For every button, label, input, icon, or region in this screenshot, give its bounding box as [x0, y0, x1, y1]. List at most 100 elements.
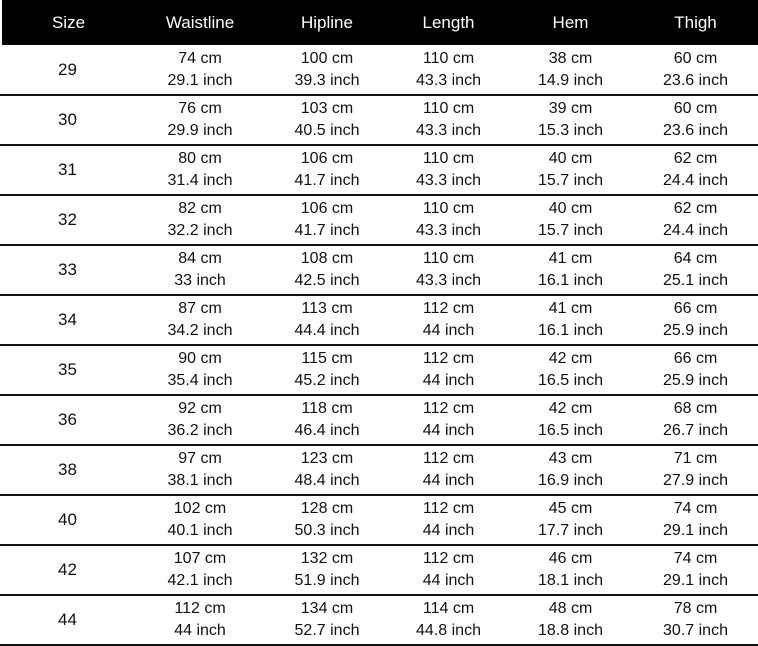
waistline-cell: 92 cm 36.2 inch — [135, 396, 265, 444]
cm-value: 112 cm — [422, 500, 475, 517]
waistline-cell: 80 cm 31.4 inch — [135, 146, 265, 194]
cm-value: 134 cm — [300, 600, 354, 617]
table-row: 38 97 cm 38.1 inch 123 cm 48.4 inch 112 cm 44 … — [0, 446, 758, 496]
cm-value: 60 cm — [673, 100, 718, 117]
thigh-cell: 62 cm 24.4 inch — [633, 146, 758, 194]
cm-value: 128 cm — [300, 500, 354, 517]
size-cell: 31 — [58, 160, 77, 179]
size-cell: 44 — [58, 610, 77, 629]
cm-value: 114 cm — [422, 600, 475, 617]
inch-value: 16.1 inch — [538, 322, 603, 339]
column-header-length: Length — [422, 12, 475, 32]
inch-value: 18.8 inch — [538, 622, 603, 639]
table-header: Size Waistline Hipline Length Hem Thigh — [2, 0, 758, 45]
cm-value: 110 cm — [422, 100, 475, 117]
inch-value: 45.2 inch — [294, 372, 360, 389]
length-cell: 110 cm 43.3 inch — [389, 146, 508, 194]
cm-value: 112 cm — [174, 600, 226, 617]
inch-value: 46.4 inch — [294, 422, 360, 439]
table-row: 30 76 cm 29.9 inch 103 cm 40.5 inch 110 cm 43.… — [0, 96, 758, 146]
hem-cell: 48 cm 18.8 inch — [508, 596, 633, 644]
length-cell: 112 cm 44 inch — [389, 346, 508, 394]
table-row: 34 87 cm 34.2 inch 113 cm 44.4 inch 112 cm 44 … — [0, 296, 758, 346]
inch-value: 25.1 inch — [663, 272, 728, 289]
table-row: 40 102 cm 40.1 inch 128 cm 50.3 inch 112 cm 44… — [0, 496, 758, 546]
inch-value: 16.1 inch — [538, 272, 603, 289]
inch-value: 31.4 inch — [167, 172, 233, 189]
cm-value: 100 cm — [300, 50, 354, 67]
inch-value: 44 inch — [422, 372, 475, 389]
column-header-size: Size — [51, 12, 86, 32]
cm-value: 74 cm — [178, 50, 222, 67]
length-cell: 112 cm 44 inch — [389, 296, 508, 344]
thigh-cell: 78 cm 30.7 inch — [633, 596, 758, 644]
cm-value: 84 cm — [178, 250, 222, 267]
hem-cell: 41 cm 16.1 inch — [508, 296, 633, 344]
length-cell: 110 cm 43.3 inch — [389, 196, 508, 244]
thigh-cell: 71 cm 27.9 inch — [633, 446, 758, 494]
hem-cell: 40 cm 15.7 inch — [508, 146, 633, 194]
hipline-cell: 103 cm 40.5 inch — [265, 96, 389, 144]
inch-value: 24.4 inch — [663, 172, 728, 189]
size-cell: 42 — [58, 560, 77, 579]
cm-value: 41 cm — [548, 300, 593, 317]
cm-value: 92 cm — [178, 400, 222, 417]
column-header-waistline: Waistline — [165, 12, 235, 32]
inch-value: 42.1 inch — [167, 572, 233, 589]
cm-value: 60 cm — [673, 50, 718, 67]
inch-value: 23.6 inch — [663, 72, 728, 89]
cm-value: 112 cm — [422, 450, 475, 467]
table-row: 31 80 cm 31.4 inch 106 cm 41.7 inch 110 cm 43.… — [0, 146, 758, 196]
hipline-cell: 134 cm 52.7 inch — [265, 596, 389, 644]
cm-value: 39 cm — [548, 100, 593, 117]
hipline-cell: 106 cm 41.7 inch — [265, 146, 389, 194]
cm-value: 112 cm — [422, 550, 475, 567]
waistline-cell: 87 cm 34.2 inch — [135, 296, 265, 344]
table-row: 32 82 cm 32.2 inch 106 cm 41.7 inch 110 cm 43.… — [0, 196, 758, 246]
cm-value: 68 cm — [673, 400, 718, 417]
inch-value: 27.9 inch — [663, 472, 728, 489]
inch-value: 44 inch — [174, 622, 226, 639]
inch-value: 42.5 inch — [294, 272, 360, 289]
inch-value: 51.9 inch — [294, 572, 360, 589]
cm-value: 45 cm — [548, 500, 593, 517]
cm-value: 48 cm — [548, 600, 593, 617]
cm-value: 42 cm — [548, 400, 593, 417]
inch-value: 25.9 inch — [663, 372, 728, 389]
size-cell: 30 — [58, 110, 77, 129]
hem-cell: 45 cm 17.7 inch — [508, 496, 633, 544]
cm-value: 112 cm — [422, 350, 475, 367]
inch-value: 15.3 inch — [538, 122, 603, 139]
hem-cell: 42 cm 16.5 inch — [508, 396, 633, 444]
cm-value: 112 cm — [422, 400, 475, 417]
thigh-cell: 66 cm 25.9 inch — [633, 346, 758, 394]
hem-cell: 43 cm 16.9 inch — [508, 446, 633, 494]
cm-value: 66 cm — [673, 350, 718, 367]
cm-value: 90 cm — [178, 350, 222, 367]
inch-value: 16.5 inch — [538, 372, 603, 389]
table-row: 33 84 cm 33 inch 108 cm 42.5 inch 110 cm 43.3 … — [0, 246, 758, 296]
hem-cell: 38 cm 14.9 inch — [508, 46, 633, 94]
inch-value: 18.1 inch — [538, 572, 603, 589]
thigh-cell: 74 cm 29.1 inch — [633, 496, 758, 544]
hem-cell: 39 cm 15.3 inch — [508, 96, 633, 144]
inch-value: 26.7 inch — [663, 422, 728, 439]
hipline-cell: 106 cm 41.7 inch — [265, 196, 389, 244]
inch-value: 43.3 inch — [416, 72, 481, 89]
hipline-cell: 128 cm 50.3 inch — [265, 496, 389, 544]
waistline-cell: 102 cm 40.1 inch — [135, 496, 265, 544]
inch-value: 17.7 inch — [538, 522, 603, 539]
length-cell: 114 cm 44.8 inch — [389, 596, 508, 644]
cm-value: 80 cm — [178, 150, 222, 167]
cm-value: 106 cm — [300, 150, 354, 167]
cm-value: 112 cm — [422, 300, 475, 317]
length-cell: 110 cm 43.3 inch — [389, 246, 508, 294]
inch-value: 33 inch — [174, 272, 226, 289]
size-cell: 40 — [58, 510, 77, 529]
inch-value: 32.2 inch — [167, 222, 233, 239]
inch-value: 16.9 inch — [538, 472, 603, 489]
cm-value: 123 cm — [300, 450, 354, 467]
waistline-cell: 74 cm 29.1 inch — [135, 46, 265, 94]
thigh-cell: 66 cm 25.9 inch — [633, 296, 758, 344]
hipline-cell: 113 cm 44.4 inch — [265, 296, 389, 344]
